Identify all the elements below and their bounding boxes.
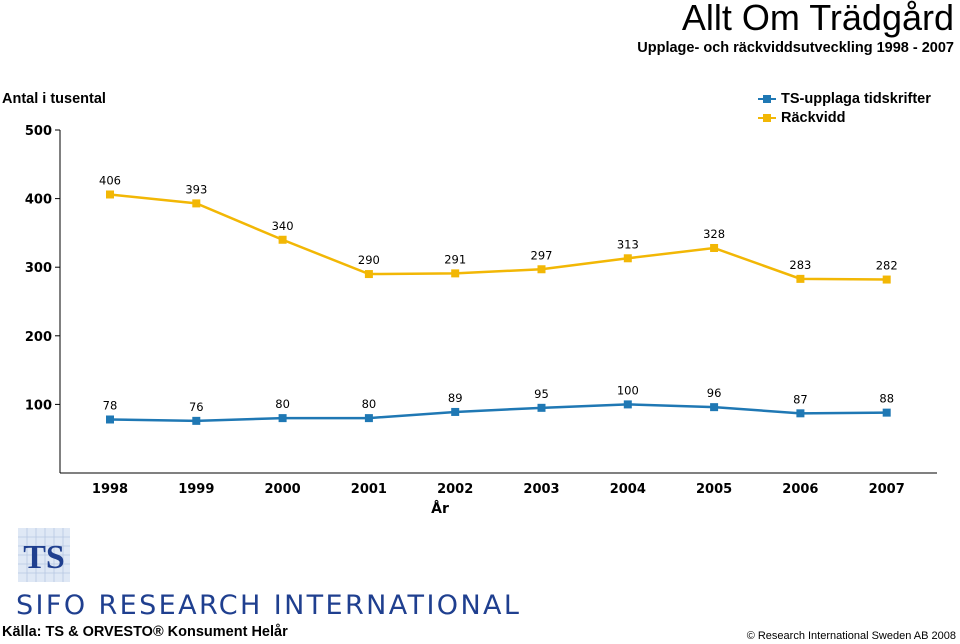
data-point-1-2005: [710, 243, 719, 252]
x-tick-label-1999: 1999: [178, 482, 214, 497]
data-label-0-2006: 87: [793, 392, 808, 406]
source-note: Källa: TS & ORVESTO® Konsument Helår: [2, 624, 288, 640]
data-label-0-2000: 80: [275, 397, 290, 411]
legend-swatch-ts-upplaga: [758, 94, 776, 104]
data-point-1-2001: [364, 270, 373, 279]
x-tick-label-2003: 2003: [523, 482, 559, 497]
legend-label-rackvidd: Räckvidd: [781, 109, 846, 126]
data-label-1-2002: 291: [444, 252, 466, 266]
data-label-0-1998: 78: [103, 398, 118, 412]
data-label-0-2001: 80: [362, 397, 377, 411]
chart-axes: [55, 129, 937, 474]
data-point-0-1998: [106, 415, 114, 424]
y-tick-label-400: 400: [25, 193, 52, 208]
legend-label-ts-upplaga: TS-upplaga tidskrifter: [781, 90, 931, 107]
y-tick-label-100: 100: [25, 398, 52, 413]
data-point-0-1999: [192, 416, 201, 425]
data-point-1-2000: [278, 235, 287, 244]
legend-swatch-rackvidd: [758, 113, 776, 123]
x-tick-label-2001: 2001: [351, 482, 387, 497]
data-label-1-2000: 340: [272, 219, 294, 233]
ts-logo-grid: [18, 528, 70, 582]
x-tick-label-2000: 2000: [265, 482, 301, 497]
line-chart: 100 200 300 400 500 1998 1999 2000 2001 2002 2003 2…: [25, 124, 937, 517]
data-label-1-2001: 290: [358, 253, 380, 267]
chart-series: [106, 190, 891, 425]
data-label-0-2004: 100: [617, 383, 639, 397]
data-label-1-2006: 283: [789, 258, 811, 272]
data-point-0-2003: [537, 403, 546, 412]
data-point-0-2006: [796, 409, 805, 418]
data-point-0-2001: [364, 414, 373, 423]
data-label-1-2007: 282: [876, 259, 898, 273]
data-point-0-2004: [623, 400, 632, 409]
data-point-0-2000: [278, 414, 287, 423]
data-point-0-2007: [882, 408, 891, 417]
chart-subtitle: Upplage- och räckviddsutveckling 1998 - …: [637, 40, 954, 56]
copyright-note: © Research International Sweden AB 2008: [746, 630, 956, 642]
y-tick-label-200: 200: [25, 330, 52, 345]
data-label-1-2004: 313: [617, 237, 639, 251]
data-label-1-1998: 406: [99, 173, 121, 187]
data-point-0-2002: [451, 407, 460, 416]
data-label-0-2002: 89: [448, 391, 463, 405]
x-tick-label-2005: 2005: [696, 482, 732, 497]
chart-title: Allt Om Trädgård: [681, 0, 954, 38]
data-label-1-2003: 297: [531, 248, 553, 262]
data-label-1-1999: 393: [185, 182, 207, 196]
data-point-1-2007: [882, 275, 891, 284]
x-tick-label-2002: 2002: [437, 482, 473, 497]
data-label-0-2005: 96: [707, 386, 722, 400]
ts-logo: TS: [18, 528, 70, 582]
data-label-0-1999: 76: [189, 400, 204, 414]
y-axis-label: Antal i tusental: [2, 91, 106, 107]
x-axis-label: År: [431, 500, 449, 517]
x-tick-label-2004: 2004: [610, 482, 646, 497]
legend: TS-upplaga tidskrifter Räckvidd: [758, 89, 931, 127]
data-point-1-2003: [537, 265, 546, 274]
x-tick-label-2007: 2007: [869, 482, 905, 497]
y-tick-label-300: 300: [25, 261, 52, 276]
data-point-0-2005: [710, 403, 719, 412]
chart-data-labels: 78 76 80 80 89 95 100 96 87 88 406 393 340 290 291 297 3…: [99, 173, 898, 413]
data-point-1-2006: [796, 274, 805, 283]
x-tick-label-1998: 1998: [92, 482, 128, 497]
chart-tick-labels: 100 200 300 400 500 1998 1999 2000 2001 2002 2003 2…: [25, 124, 905, 497]
y-tick-label-500: 500: [25, 124, 52, 139]
series-line-1: [109, 193, 887, 281]
x-tick-label-2006: 2006: [782, 482, 818, 497]
legend-item-rackvidd: Räckvidd: [758, 108, 931, 127]
legend-item-ts-upplaga: TS-upplaga tidskrifter: [758, 89, 931, 108]
data-point-1-1999: [192, 199, 201, 208]
data-point-1-1998: [106, 190, 114, 199]
data-label-0-2007: 88: [879, 392, 894, 406]
series-line-0: [109, 403, 887, 423]
brand-name: SIFO RESEARCH INTERNATIONAL: [16, 590, 522, 621]
data-point-1-2004: [623, 254, 632, 263]
data-point-1-2002: [451, 269, 460, 278]
data-label-0-2003: 95: [534, 387, 549, 401]
data-label-1-2005: 328: [703, 227, 725, 241]
ts-logo-text: TS: [23, 539, 65, 576]
